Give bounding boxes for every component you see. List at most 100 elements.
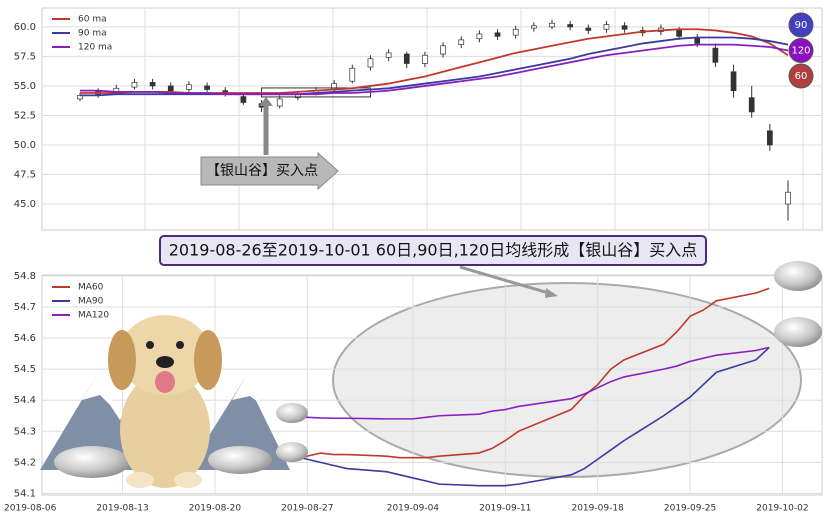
candle-body [403, 53, 410, 64]
candle-body [585, 27, 592, 31]
dog-eye [146, 341, 154, 349]
annotation-text: 【银山谷】买入点 [206, 163, 318, 179]
ingot [54, 446, 130, 478]
end-badge [788, 63, 814, 89]
banner-arrowhead [545, 288, 558, 298]
end-badge-label: 60 [795, 71, 808, 82]
end-badge-label: 90 [795, 20, 808, 31]
banner-box [159, 235, 707, 266]
dog-paw [126, 472, 154, 488]
ingot [276, 442, 308, 462]
x-tick-label: 2019-09-18 [571, 504, 624, 514]
banner-title: 2019-08-26至2019-10-01 60日,90日,120日均线形成【银… [169, 241, 698, 260]
candle-body [167, 85, 174, 92]
candle-body [766, 130, 773, 146]
y-tick-label: 54.8 [14, 271, 36, 282]
candle-body [512, 28, 519, 36]
end-badge [788, 12, 814, 38]
candle-body [276, 98, 283, 107]
y-tick-label: 50.0 [14, 140, 36, 151]
x-tick-label: 2019-09-04 [387, 504, 440, 514]
x-tick-label: 2019-08-27 [281, 504, 333, 514]
end-badge [788, 38, 814, 63]
dog-paw [174, 472, 202, 488]
candle-body [730, 71, 737, 92]
dog-head [119, 315, 211, 395]
candle-body [476, 33, 483, 40]
ma-line [80, 36, 789, 97]
candle-body [494, 32, 501, 37]
mountain-snow [232, 378, 262, 405]
candle-body [440, 45, 446, 55]
y-tick-label: 54.1 [14, 488, 36, 499]
candle-body [349, 67, 356, 82]
ingot [208, 446, 272, 474]
candle-body [621, 25, 628, 30]
candle-body [204, 85, 210, 90]
candle-body [567, 24, 574, 28]
ma-line [293, 346, 770, 487]
y-tick-label: 45.0 [14, 199, 36, 210]
top-plot-area [41, 7, 823, 231]
x-tick-label: 2019-10-02 [756, 504, 808, 514]
legend-label: MA60 [78, 283, 104, 293]
ingot [774, 261, 822, 291]
y-tick-label: 54.4 [14, 395, 36, 406]
candle-body [712, 47, 719, 63]
ingot [276, 403, 308, 423]
candle-body [748, 97, 755, 113]
x-tick-label: 2019-09-25 [664, 504, 716, 514]
x-tick-label: 2019-08-06 [4, 504, 57, 514]
candle-body [530, 25, 537, 29]
y-tick-label: 54.2 [14, 457, 36, 468]
candle-body [367, 58, 374, 68]
candle-body [149, 82, 156, 87]
y-tick-label: 55.0 [14, 81, 36, 92]
banner-arrow [459, 265, 553, 296]
ma-line [294, 346, 770, 420]
dog-body [120, 372, 210, 488]
candle-body [549, 23, 555, 28]
annotation-box [200, 151, 339, 191]
dog-nose [156, 356, 174, 368]
dog-ear [194, 330, 222, 390]
decoration [40, 261, 822, 488]
x-tick-label: 2019-08-20 [189, 504, 242, 514]
dog-eye [176, 341, 184, 349]
x-tick-label: 2019-08-13 [96, 504, 148, 514]
candle-body [240, 96, 247, 103]
legend-label: 120 ma [78, 43, 112, 53]
y-tick-label: 47.5 [14, 170, 36, 181]
bottom-chart: 54.1 54.2 54.3 54.4 54.5 54.6 54.7 54.8 2019-08-… [4, 271, 822, 514]
y-tick-label: 54.6 [14, 333, 36, 344]
annotation-arrowhead [259, 97, 273, 106]
y-tick-label: 54.3 [14, 426, 36, 437]
y-tick-label: 52.5 [14, 110, 36, 121]
candle-body [131, 82, 138, 88]
y-tick-label: 54.7 [14, 302, 36, 313]
y-tick-label: 57.5 [14, 51, 36, 62]
candle-body [785, 191, 791, 205]
candle-body [385, 52, 392, 58]
legend-label: 60 ma [78, 15, 107, 25]
legend-label: MA120 [78, 311, 109, 321]
candle-body [676, 30, 682, 37]
ma-line [293, 287, 770, 462]
top-chart: 45.0 47.5 50.0 52.5 55.0 57.5 60.0 60 ma 90 ma 12… [14, 8, 822, 230]
candle-body [458, 39, 465, 45]
ingot [774, 317, 822, 347]
candle-body [186, 84, 192, 90]
legend-label: MA90 [78, 297, 104, 307]
candle-body [422, 54, 428, 64]
y-tick-label: 60.0 [14, 22, 36, 33]
candle-body [603, 24, 610, 30]
legend-label: 90 ma [78, 29, 107, 39]
y-tick-label: 54.5 [14, 364, 36, 375]
dog-ear [108, 330, 136, 390]
dog-tongue [155, 371, 175, 393]
ma-line [80, 43, 789, 96]
end-badge-label: 120 [791, 46, 810, 57]
highlight-ellipse [332, 282, 802, 478]
mountain-snow [82, 378, 120, 420]
